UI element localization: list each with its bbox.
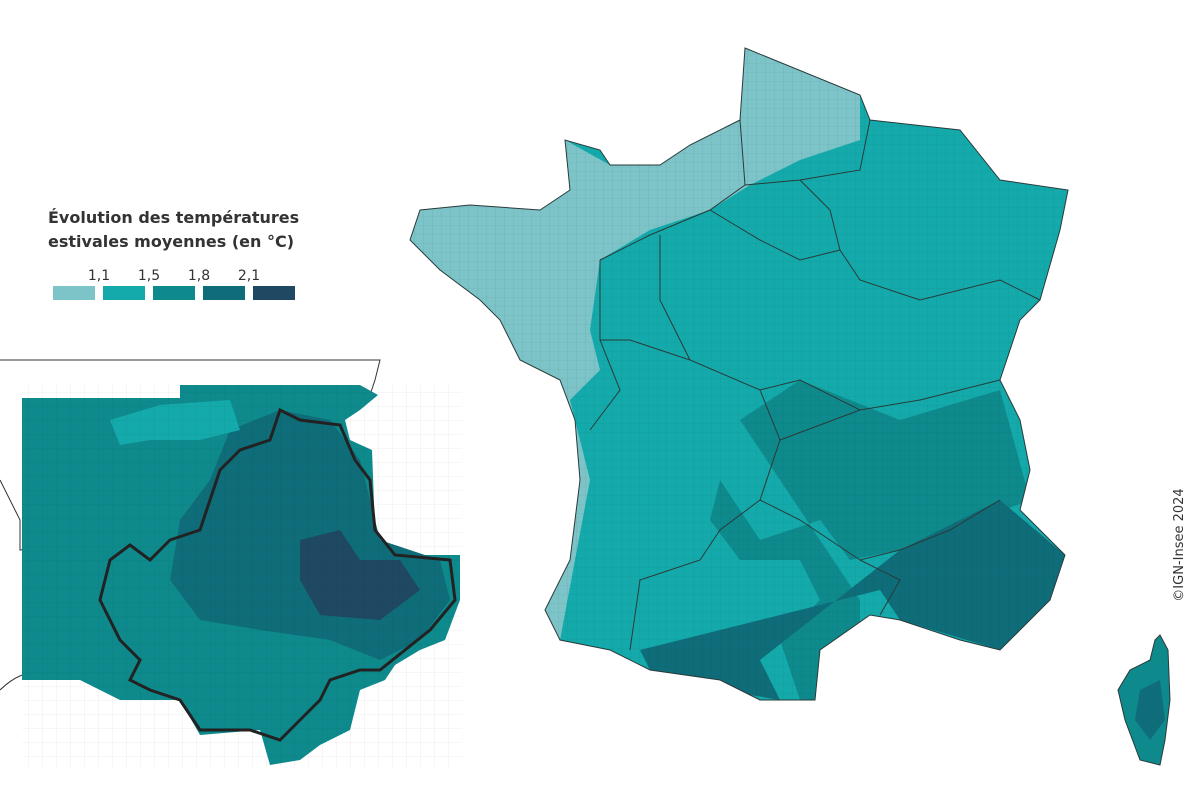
legend-swatch (253, 286, 295, 300)
credit: ©IGN-Insee 2024 (1172, 488, 1187, 601)
inset-map (0, 359, 462, 767)
legend-swatch (203, 286, 245, 300)
france-map (409, 47, 1171, 766)
legend-title: estivales moyennes (en °C) (48, 232, 294, 251)
legend-title: Évolution des températures (48, 208, 299, 227)
corsica-hot-zone (1135, 680, 1165, 740)
legend-swatch (103, 286, 145, 300)
legend: Évolution des températures estivales moy… (48, 208, 299, 300)
legend-swatches: 1,1 1,5 1,8 2,1 (53, 268, 295, 300)
inset-grid (22, 385, 462, 767)
legend-swatch (153, 286, 195, 300)
legend-swatch (53, 286, 95, 300)
france-grid (410, 48, 1068, 700)
legend-break: 2,1 (238, 268, 260, 284)
legend-break: 1,1 (88, 268, 110, 284)
legend-break: 1,8 (188, 268, 210, 284)
legend-break: 1,5 (138, 268, 160, 284)
